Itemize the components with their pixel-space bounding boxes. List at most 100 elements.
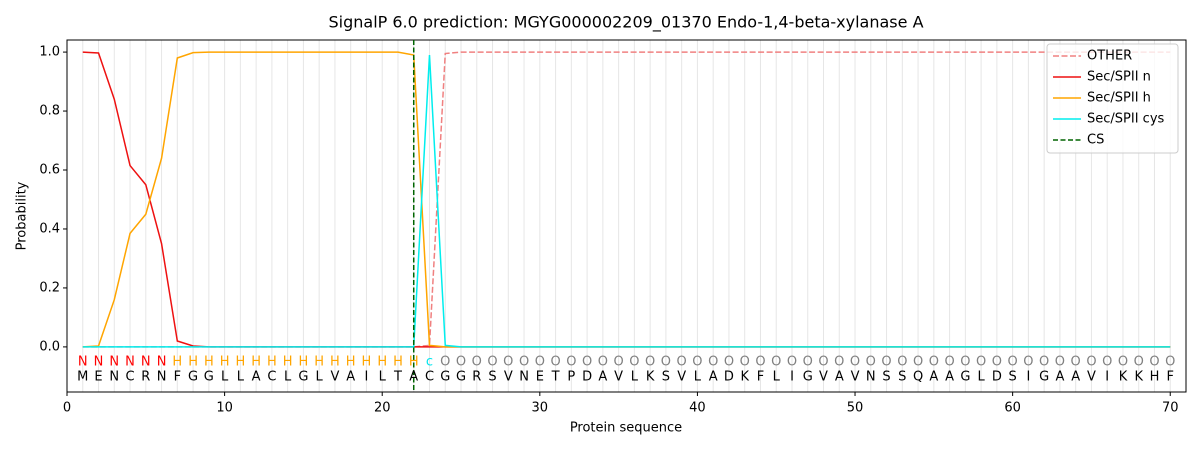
residue: P [567,370,575,385]
residue: L [316,370,324,385]
residue-label: O [456,355,466,370]
residue: S [882,370,890,385]
residue: F [1166,370,1173,385]
residue: A [1071,370,1080,385]
residue: N [157,370,167,385]
residue-label: O [708,355,718,370]
x-tick-label: 50 [847,401,864,416]
residue-label: H [188,355,198,370]
residue: H [1150,370,1160,385]
residue-label: O [598,355,608,370]
residue-label: O [692,355,702,370]
residue-label: c [426,355,433,370]
residue-label: O [881,355,891,370]
residue: V [677,370,686,385]
y-tick-label: 0.8 [39,104,60,119]
residue-label: H [393,355,403,370]
x-tick-label: 40 [689,401,706,416]
residue: I [365,370,369,385]
residue: K [646,370,655,385]
residue: D [992,370,1002,385]
residue: C [425,370,434,385]
residue-label: O [472,355,482,370]
residue-label: H [172,355,182,370]
x-tick-label: 30 [532,401,549,416]
residue-label: H [409,355,419,370]
x-tick-label: 0 [63,401,71,416]
residue-label: O [850,355,860,370]
residue: S [898,370,906,385]
residue: F [757,370,764,385]
residue: I [1105,370,1109,385]
x-tick-label: 60 [1004,401,1021,416]
residue-label: O [834,355,844,370]
residue: F [174,370,181,385]
residue-label: H [377,355,387,370]
residue-label: O [803,355,813,370]
residue: A [945,370,954,385]
y-tick-label: 0.0 [39,339,60,354]
residue: K [1134,370,1143,385]
y-tick-label: 1.0 [39,45,60,60]
residue-label: O [487,355,497,370]
residue-label: O [661,355,671,370]
residue-label: N [94,355,104,370]
x-tick-label: 20 [374,401,391,416]
residue-label: O [1071,355,1081,370]
residue-label: N [141,355,151,370]
residue: A [929,370,938,385]
residue-label: O [582,355,592,370]
y-tick-label: 0.6 [39,163,60,178]
residue: K [1119,370,1128,385]
residue: D [724,370,734,385]
residue-label: N [78,355,88,370]
residue: V [330,370,339,385]
legend-label: OTHER [1087,49,1132,64]
residue-label: N [109,355,119,370]
residue: L [773,370,781,385]
residue-label: O [913,355,923,370]
residue-label: H [251,355,261,370]
residue-label: O [1149,355,1159,370]
residue: G [1039,370,1049,385]
residue-label: O [1008,355,1018,370]
residue: V [1087,370,1096,385]
residue: M [77,370,88,385]
residue-label: O [1165,355,1175,370]
residue-label: O [818,355,828,370]
residue: G [204,370,214,385]
residue: L [284,370,292,385]
residue-label: O [1023,355,1033,370]
residue: Q [913,370,923,385]
residue: G [188,370,198,385]
legend-label: Sec/SPII h [1087,91,1151,106]
residue: L [631,370,639,385]
residue: V [819,370,828,385]
residue-label: O [944,355,954,370]
residue: L [237,370,245,385]
residue: R [472,370,481,385]
y-axis-label: Probability [15,181,30,250]
residue-label: O [1118,355,1128,370]
x-tick-label: 70 [1162,401,1179,416]
residue-label: H [220,355,230,370]
residue-label: O [1055,355,1065,370]
residue: A [709,370,718,385]
residue: R [141,370,150,385]
residue-label: O [629,355,639,370]
legend-label: CS [1087,133,1104,148]
residue: T [393,370,402,385]
residue: N [866,370,876,385]
residue: L [379,370,387,385]
residue-label: N [125,355,135,370]
residue: D [582,370,592,385]
residue-label: O [724,355,734,370]
residue-label: H [235,355,245,370]
residue: A [1055,370,1064,385]
residue-label: O [755,355,765,370]
chart-title: SignalP 6.0 prediction: MGYG000002209_01… [328,13,923,33]
series-line [82,54,1171,348]
residue: C [267,370,276,385]
residue: A [598,370,607,385]
